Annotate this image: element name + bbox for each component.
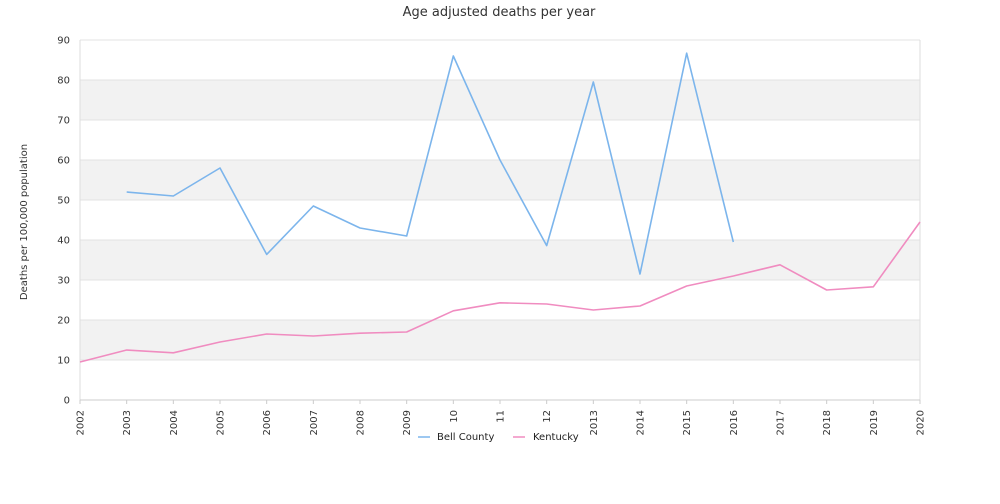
x-tick-label: 2002 [76,410,87,435]
legend-label-bell-county: Bell County [437,432,494,443]
grid-band [80,320,920,360]
legend[interactable]: Bell County Kentucky [418,432,579,443]
legend-item-bell-county[interactable]: Bell County [418,432,494,443]
grid-band [80,80,920,120]
y-tick-label: 50 [57,196,70,207]
y-tick-label: 0 [64,396,70,407]
x-tick-label: 2008 [356,410,367,435]
y-axis-label: Deaths per 100,000 population [19,144,30,300]
x-tick-label: 2004 [169,410,180,435]
x-tick-label: 2020 [916,410,927,435]
y-tick-label: 70 [57,116,70,127]
y-tick-label: 30 [57,276,70,287]
x-tick-label: 2009 [402,410,413,435]
x-tick-label: 2007 [309,410,320,435]
gridlines [80,39,920,401]
x-tick-label: 2019 [869,410,880,435]
x-tick-label: 12 [542,410,553,423]
grid-band [80,240,920,280]
grid-bands [80,80,920,360]
grid-band [80,160,920,200]
x-tick-label: 10 [449,410,460,423]
x-axis-ticks: 2002 2003 2004 2005 2006 2007 2008 2009 10 11 12 20… [76,400,927,435]
y-tick-label: 90 [57,36,70,47]
x-tick-label: 2006 [262,410,273,435]
x-tick-label: 2014 [636,410,647,435]
x-tick-label: 2018 [822,410,833,435]
series-line-kentucky[interactable] [79,221,921,363]
chart-title: Age adjusted deaths per year [403,5,596,20]
y-tick-label: 40 [57,236,70,247]
x-tick-label: 2016 [729,410,740,435]
y-axis-ticks: 0 10 20 30 40 50 60 70 80 90 [57,36,70,407]
y-tick-label: 10 [57,356,70,367]
y-tick-label: 60 [57,156,70,167]
y-tick-label: 80 [57,76,70,87]
series-line-bell-county[interactable] [126,52,735,275]
x-tick-label: 2015 [682,410,693,435]
x-tick-label: 11 [496,410,507,423]
x-tick-label: 2013 [589,410,600,435]
legend-label-kentucky: Kentucky [533,432,579,443]
y-tick-label: 20 [57,316,70,327]
x-tick-label: 2005 [216,410,227,435]
x-tick-label: 2017 [776,410,787,435]
x-tick-label: 2003 [122,410,133,435]
legend-item-kentucky[interactable]: Kentucky [513,432,579,443]
series-lines [79,52,921,363]
